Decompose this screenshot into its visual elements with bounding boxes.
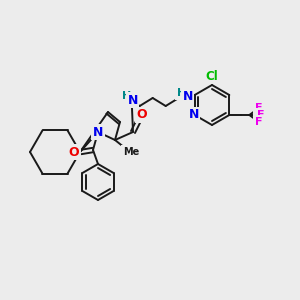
Text: H: H [177,88,186,98]
Text: F: F [256,110,264,120]
Text: N: N [128,94,138,106]
Text: N: N [182,89,193,103]
Text: O: O [69,146,79,158]
Text: F: F [255,103,262,113]
Text: Me: Me [123,147,139,157]
Text: O: O [137,109,147,122]
Text: H: H [122,91,131,101]
Text: Cl: Cl [206,70,218,83]
Text: F: F [255,117,262,127]
Text: N: N [188,109,199,122]
Text: N: N [93,125,103,139]
